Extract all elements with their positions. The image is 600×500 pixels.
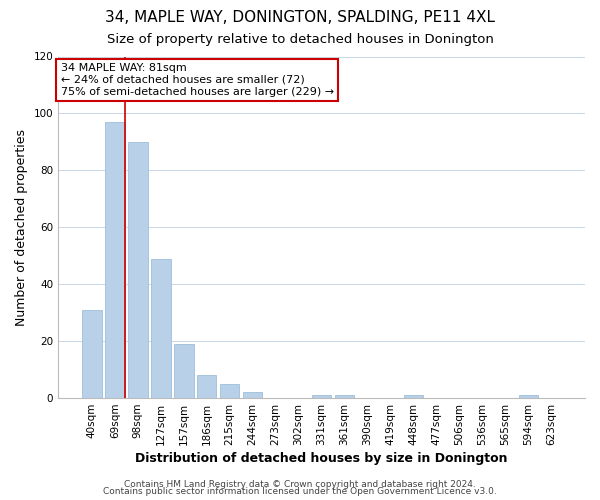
Bar [335,395,355,398]
Bar [197,376,217,398]
Text: Contains public sector information licensed under the Open Government Licence v3: Contains public sector information licen… [103,487,497,496]
Bar [82,310,101,398]
Bar [404,395,423,398]
Bar [312,395,331,398]
Text: 34 MAPLE WAY: 81sqm
← 24% of detached houses are smaller (72)
75% of semi-detach: 34 MAPLE WAY: 81sqm ← 24% of detached ho… [61,64,334,96]
Text: Contains HM Land Registry data © Crown copyright and database right 2024.: Contains HM Land Registry data © Crown c… [124,480,476,489]
Y-axis label: Number of detached properties: Number of detached properties [15,129,28,326]
Bar [174,344,194,398]
Bar [151,258,170,398]
Text: Size of property relative to detached houses in Donington: Size of property relative to detached ho… [107,32,493,46]
Text: 34, MAPLE WAY, DONINGTON, SPALDING, PE11 4XL: 34, MAPLE WAY, DONINGTON, SPALDING, PE11… [105,10,495,25]
Bar [128,142,148,398]
Bar [105,122,125,398]
Bar [243,392,262,398]
Bar [220,384,239,398]
X-axis label: Distribution of detached houses by size in Donington: Distribution of detached houses by size … [136,452,508,465]
Bar [518,395,538,398]
